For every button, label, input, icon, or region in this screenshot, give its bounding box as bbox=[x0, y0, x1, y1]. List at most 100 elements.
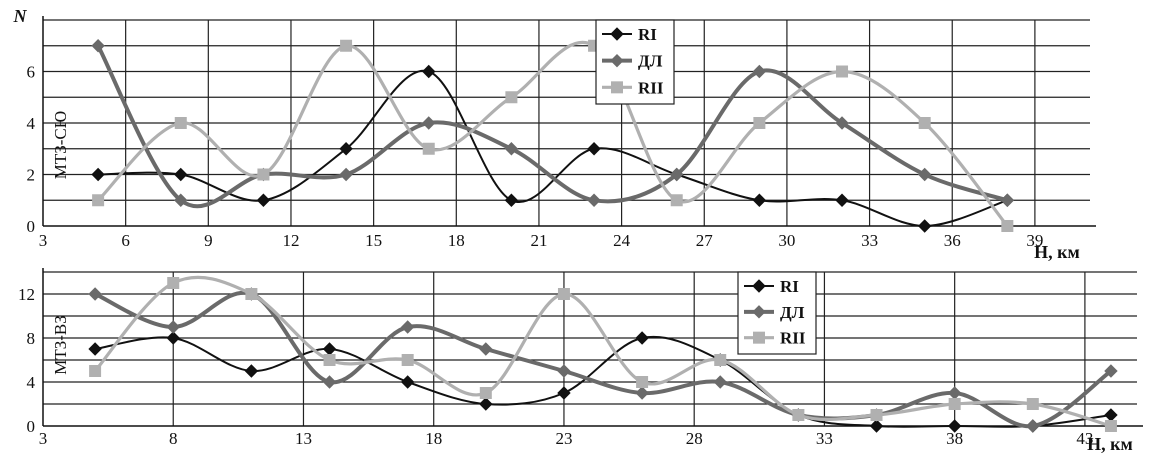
data-point bbox=[947, 419, 962, 433]
data-point bbox=[174, 193, 188, 207]
x-tick-label: 9 bbox=[204, 231, 213, 250]
data-point bbox=[1026, 419, 1040, 433]
data-point bbox=[422, 142, 435, 155]
x-axis-label: H, км bbox=[1087, 434, 1133, 454]
data-point bbox=[505, 91, 518, 104]
data-point bbox=[1104, 420, 1117, 432]
x-tick-label: 24 bbox=[613, 231, 631, 250]
data-point bbox=[947, 386, 962, 400]
data-point bbox=[89, 365, 102, 377]
data-point bbox=[714, 354, 727, 366]
series-line bbox=[96, 40, 1009, 227]
data-point bbox=[557, 288, 570, 300]
data-point bbox=[166, 320, 180, 334]
data-point bbox=[91, 167, 105, 182]
legend: RI ДЛ RII bbox=[737, 271, 817, 355]
data-point bbox=[422, 116, 436, 130]
y-tick-label: 4 bbox=[27, 114, 36, 133]
x-tick-label: 12 bbox=[282, 231, 299, 250]
data-point bbox=[504, 142, 519, 156]
data-point bbox=[670, 167, 684, 182]
x-tick-label: 21 bbox=[530, 231, 547, 250]
data-point bbox=[917, 219, 932, 233]
x-tick-label: 23 bbox=[555, 429, 572, 448]
legend: RI ДЛ RII bbox=[595, 19, 675, 105]
x-tick-label: 6 bbox=[121, 231, 130, 250]
data-point bbox=[245, 288, 258, 300]
x-tick-label: 13 bbox=[295, 429, 312, 448]
data-point bbox=[479, 342, 493, 356]
series-line bbox=[94, 335, 1112, 428]
data-point bbox=[587, 142, 601, 156]
y-tick-label: 4 bbox=[27, 373, 36, 392]
data-point bbox=[166, 331, 180, 345]
data-point bbox=[557, 364, 571, 378]
data-point bbox=[752, 64, 767, 79]
data-point bbox=[918, 117, 931, 129]
x-tick-label: 33 bbox=[861, 231, 878, 250]
data-point bbox=[1001, 220, 1014, 232]
data-point bbox=[167, 277, 180, 289]
x-tick-label: 3 bbox=[39, 231, 48, 250]
data-point bbox=[917, 167, 932, 182]
data-point bbox=[88, 287, 102, 301]
data-point bbox=[256, 193, 271, 207]
data-point bbox=[174, 117, 187, 129]
legend-marker bbox=[611, 81, 623, 94]
x-tick-label: 36 bbox=[944, 231, 961, 250]
data-point bbox=[340, 39, 353, 52]
data-point bbox=[322, 342, 337, 356]
x-tick-label: 18 bbox=[448, 231, 465, 250]
data-point bbox=[479, 397, 493, 411]
legend-label: RII bbox=[638, 78, 664, 97]
data-point bbox=[1026, 398, 1039, 410]
grid bbox=[43, 19, 1090, 226]
x-axis-label: H, км bbox=[1034, 242, 1080, 262]
data-point bbox=[836, 65, 849, 78]
legend-label: RII bbox=[780, 329, 806, 348]
data-point bbox=[339, 167, 353, 182]
y-tick-label: 6 bbox=[27, 63, 36, 82]
data-point bbox=[948, 398, 961, 410]
data-point bbox=[1000, 193, 1015, 207]
data-point bbox=[244, 364, 259, 378]
data-point bbox=[91, 39, 105, 53]
x-tick-label: 18 bbox=[425, 429, 442, 448]
y-tick-label: 2 bbox=[27, 166, 36, 185]
data-point bbox=[587, 193, 601, 207]
data-point bbox=[504, 193, 519, 207]
y-axis-label: N bbox=[13, 6, 28, 26]
legend-label: ДЛ bbox=[780, 303, 805, 322]
y-tick-label: 0 bbox=[27, 417, 36, 436]
legend-label: ДЛ bbox=[638, 52, 663, 71]
data-point bbox=[422, 64, 436, 79]
data-point bbox=[869, 419, 884, 433]
x-tick-label: 8 bbox=[169, 429, 178, 448]
data-point bbox=[752, 193, 767, 207]
x-tick-label: 3 bbox=[39, 429, 48, 448]
data-point bbox=[870, 409, 883, 421]
data-point bbox=[670, 194, 683, 207]
data-point bbox=[92, 194, 105, 207]
data-point bbox=[835, 116, 849, 130]
data-point bbox=[174, 167, 188, 182]
data-point bbox=[323, 354, 336, 366]
data-point bbox=[400, 320, 415, 334]
x-tick-label: 28 bbox=[686, 429, 703, 448]
panel-label: МТЗ-СЮ bbox=[51, 111, 70, 180]
legend-marker bbox=[752, 305, 766, 319]
legend-marker bbox=[752, 279, 766, 293]
legend-marker bbox=[610, 27, 624, 41]
series-RII bbox=[92, 39, 1014, 232]
x-tick-label: 15 bbox=[365, 231, 382, 250]
legend-marker bbox=[610, 53, 624, 68]
x-tick-label: 38 bbox=[946, 429, 963, 448]
series-ДЛ bbox=[91, 39, 1015, 209]
x-tick-label: 27 bbox=[696, 231, 714, 250]
x-tick-label: 33 bbox=[816, 429, 833, 448]
data-point bbox=[635, 331, 649, 345]
data-point bbox=[322, 375, 337, 389]
data-point bbox=[401, 354, 414, 366]
